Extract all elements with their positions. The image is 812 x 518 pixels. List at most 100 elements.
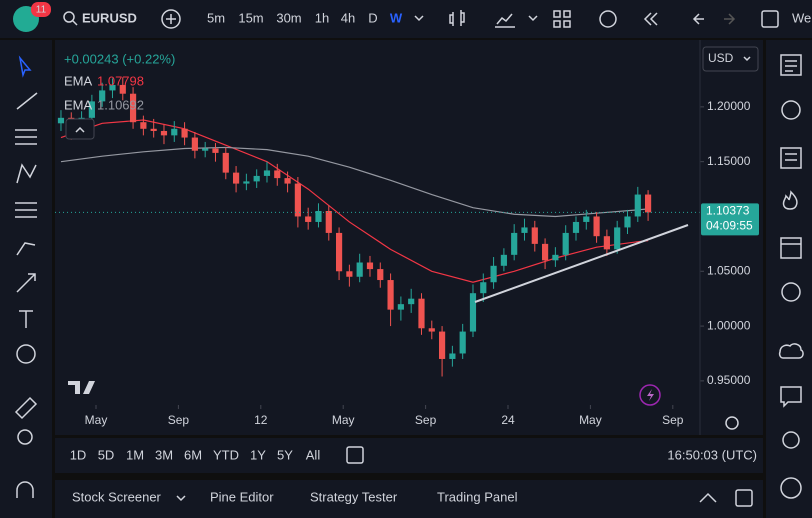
x-tick-label: 12 [254,413,268,427]
symbol[interactable]: EURUSD [82,10,137,25]
candle-body [274,170,281,179]
range-button[interactable]: 1Y [250,447,266,462]
pattern-tool[interactable] [16,163,37,184]
x-tick-label: May [579,413,602,427]
emoji-tool[interactable] [16,344,36,364]
fib-tool[interactable] [15,129,37,145]
interval[interactable]: 5m [207,10,225,25]
badge-count: 11 [36,5,47,16]
replay[interactable] [643,12,658,26]
tv-logo [68,381,95,394]
candle-body [294,183,301,217]
event-icon[interactable] [639,384,661,406]
line-tool[interactable] [16,92,38,110]
candle-body [521,227,528,233]
forecast-tool[interactable] [15,202,37,218]
interval[interactable]: 15m [238,10,263,25]
indicators-menu[interactable] [528,15,538,22]
redo[interactable] [724,13,736,25]
trend-line-drawing[interactable] [474,224,689,303]
magnet-tool[interactable] [16,481,34,498]
zoom-tool[interactable] [17,429,33,445]
undo[interactable] [692,13,704,25]
currency-select[interactable] [702,46,759,72]
candle-body [511,232,518,255]
expand-panel[interactable] [699,492,717,503]
range-button[interactable]: 5Y [277,447,293,462]
interval[interactable]: W [390,10,403,25]
interval[interactable]: 4h [341,10,355,25]
interval[interactable]: 1h [315,10,329,25]
candle-body [140,122,147,129]
indicator-name: EMA [64,97,93,112]
text-tool[interactable] [19,310,33,328]
maximize-panel[interactable] [735,489,753,507]
panel-tab[interactable]: Trading Panel [437,489,518,504]
collapse-icon [75,126,85,133]
interval[interactable]: 30m [276,10,301,25]
y-tick-label: 1.15000 [707,154,751,168]
cursor-tool[interactable] [18,55,32,78]
x-tick-label: Sep [415,413,437,427]
screener-menu[interactable] [176,495,186,502]
search-icon [72,20,78,26]
candle-body [88,101,95,118]
range-bar [55,438,763,473]
brush-tool[interactable] [16,242,36,256]
range-button[interactable]: 3M [155,447,173,462]
alerts[interactable] [781,100,801,120]
layout-toggle[interactable] [761,10,779,28]
scripts[interactable] [780,477,802,499]
search-icon[interactable] [63,11,75,23]
candle-body [212,148,219,153]
sidebar-icons [778,54,804,499]
event-icon [647,389,654,401]
range-button[interactable]: YTD [213,447,239,462]
right-sidebar [766,40,812,518]
range-button[interactable]: 1D [70,447,87,462]
range-button[interactable]: 6M [184,447,202,462]
candle-body [418,298,425,329]
alert[interactable] [599,10,617,28]
ideas[interactable] [781,282,801,302]
messages[interactable] [780,386,802,408]
panel-tab[interactable]: Pine Editor [210,489,274,504]
x-tick-label: May [85,413,108,427]
panel-tab[interactable]: Stock Screener [72,489,162,504]
chats[interactable] [778,343,804,359]
candle-body [109,84,116,91]
indicators[interactable] [495,13,515,28]
candle-body [490,265,497,283]
clock: 16:50:03 (UTC) [667,447,757,462]
data-window[interactable] [780,147,802,169]
ema-line [60,146,649,218]
candle-body [593,216,600,237]
ruler-tool[interactable] [14,396,38,420]
streams[interactable] [782,431,800,449]
range-button[interactable]: 1M [126,447,144,462]
hotlists[interactable] [782,190,798,210]
add-symbol[interactable] [161,9,181,29]
candle-body [305,216,312,222]
calendar[interactable] [780,237,802,259]
range-button[interactable]: 5D [98,447,115,462]
range-group: 1D 5D 1M 3M 6M YTD 1Y 5Y All [70,447,321,462]
candle-body [356,262,363,277]
candle-body [624,216,631,228]
interval[interactable]: D [368,10,377,25]
candle-body [614,227,621,250]
panel-tabs: Stock Screener Pine Editor Strategy Tester… [72,489,518,504]
chart-type[interactable] [449,10,465,26]
candle-body [160,130,168,136]
range-button[interactable]: All [306,447,321,462]
layouts[interactable] [553,10,571,28]
watchlist[interactable] [780,54,802,76]
arrow-tool[interactable] [16,273,36,293]
goto-date[interactable] [346,446,364,464]
drawing-tools [14,55,38,498]
candle-body [243,181,250,184]
last-price-tag [701,203,759,236]
interval-menu[interactable] [414,15,424,22]
panel-tab[interactable]: Strategy Tester [310,489,398,504]
settings[interactable] [725,416,739,430]
